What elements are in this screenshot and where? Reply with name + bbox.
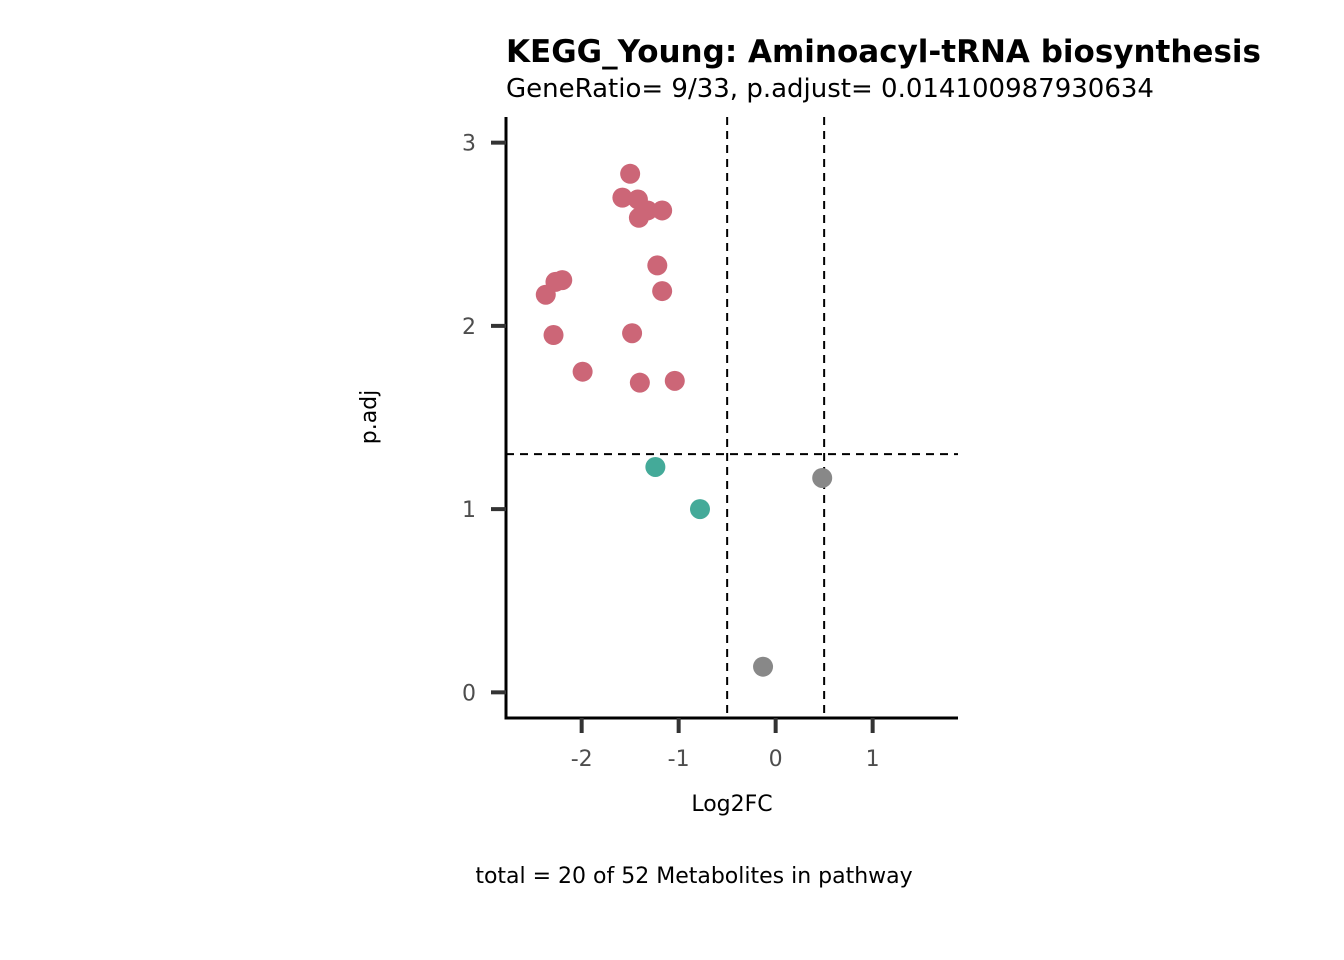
data-point-moderate: [689, 499, 710, 520]
data-point-nonsignificant: [812, 467, 833, 488]
chart-subtitle: GeneRatio= 9/33, p.adjust= 0.01410098793…: [506, 74, 1154, 104]
y-axis-label: p.adj: [357, 390, 382, 445]
x-axis-label: Log2FC: [691, 792, 772, 817]
y-tick-label: 0: [462, 681, 476, 706]
data-point-significant: [629, 372, 650, 393]
data-point-nonsignificant: [753, 656, 774, 677]
data-point-significant: [664, 370, 685, 391]
data-point-significant: [628, 207, 649, 228]
x-tick-label: -2: [571, 747, 593, 772]
plot-area: -2 -1 0 1 0 1 2 3: [462, 117, 958, 772]
y-tick-label: 2: [462, 315, 476, 340]
data-point-significant: [572, 361, 593, 382]
data-point-significant: [647, 255, 668, 276]
chart-title: KEGG_Young: Aminoacyl-tRNA biosynthesis: [506, 34, 1261, 70]
data-point-significant: [535, 284, 556, 305]
y-tick-label: 1: [462, 498, 476, 523]
x-tick-label: -1: [668, 747, 690, 772]
y-tick-label: 3: [462, 132, 476, 157]
x-tick-label: 0: [769, 747, 783, 772]
data-point-significant: [543, 325, 564, 346]
data-point-moderate: [645, 456, 666, 477]
data-point-significant: [620, 163, 641, 184]
data-point-significant: [652, 281, 673, 302]
data-point-significant: [622, 323, 643, 344]
data-point-significant: [652, 200, 673, 221]
chart-caption: total = 20 of 52 Metabolites in pathway: [475, 864, 912, 889]
data-point-significant: [612, 187, 633, 208]
x-tick-label: 1: [866, 747, 880, 772]
